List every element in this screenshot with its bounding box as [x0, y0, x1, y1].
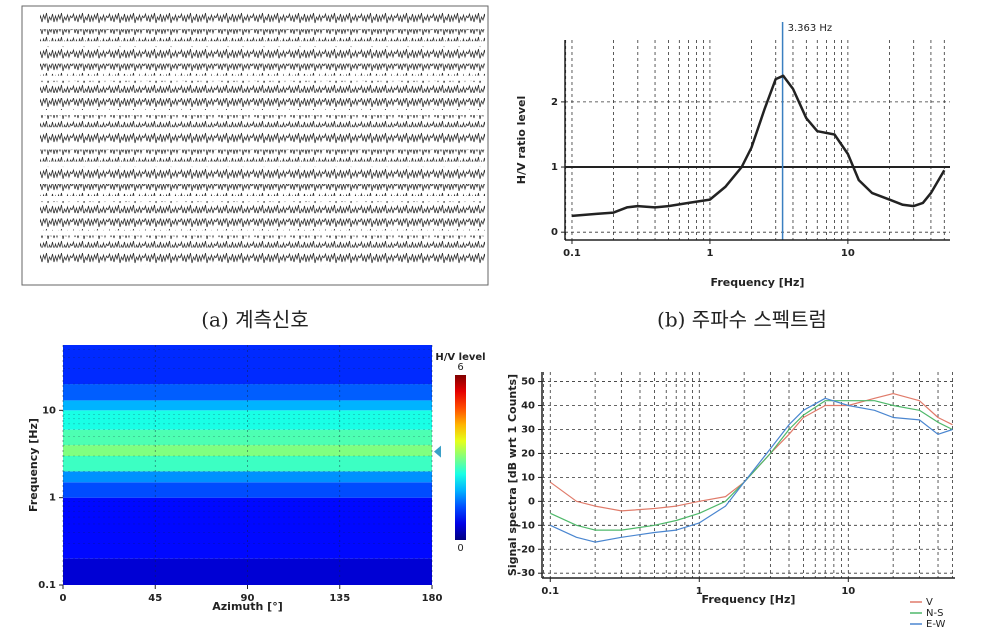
data-line — [550, 397, 953, 543]
x-tick-label: 90 — [241, 593, 255, 604]
y-tick-label: 0.1 — [38, 580, 56, 591]
x-tick-label: 180 — [422, 593, 443, 604]
trace — [40, 252, 485, 265]
trace — [40, 63, 485, 76]
caption: (b) 주파수 스펙트럼 — [657, 308, 827, 332]
peak-marker — [434, 445, 441, 458]
y-tick-label: 1 — [551, 162, 558, 173]
x-tick-label: 0.1 — [541, 586, 559, 597]
heat-cell — [63, 429, 432, 446]
x-tick-label: 45 — [148, 593, 162, 604]
trace — [40, 149, 485, 162]
plot: 0 45 90 135 180 0.1 1 10 Azimuth [°] Frequency [H… — [27, 405, 442, 613]
x-tick-label: 10 — [841, 586, 855, 597]
legend-label: N-S — [926, 608, 943, 619]
data-line — [571, 74, 946, 218]
y-tick-label: -20 — [517, 544, 535, 555]
data-line — [550, 400, 953, 531]
data-line — [549, 393, 953, 512]
trace — [40, 12, 485, 24]
x-axis-label: Frequency [Hz] — [702, 593, 796, 606]
waveform-panel: (a) 계측신호 — [21, 5, 489, 332]
traces — [40, 12, 485, 265]
y-axis-label: Signal spectra [dB wrt 1 Counts] — [506, 374, 519, 576]
x-axis-label: Frequency [Hz] — [711, 276, 805, 289]
plot: 0.1 1 10 -30 -20 -10 0 10 20 30 40 50 Frequency [Hz]… — [506, 372, 955, 630]
peak-label: 3.363 Hz — [788, 23, 833, 34]
y-tick-label: 20 — [521, 448, 535, 459]
y-tick-label: -10 — [517, 520, 535, 531]
y-tick-label: 30 — [521, 424, 535, 435]
heat-cell — [63, 497, 432, 559]
x-tick-label: 0.1 — [563, 248, 581, 259]
colorbar — [455, 375, 466, 540]
y-tick-label: 40 — [521, 401, 535, 412]
x-tick-label: 135 — [329, 593, 350, 604]
y-tick-label: 10 — [42, 405, 56, 416]
x-axis-label: Azimuth [°] — [212, 600, 282, 613]
plot: 0.1 1 10 0 1 2 Frequency [Hz] H/V ratio level 3.… — [515, 22, 950, 289]
y-tick-label: 10 — [521, 472, 535, 483]
trace — [40, 115, 485, 128]
trace — [40, 29, 485, 42]
x-tick-label: 1 — [696, 586, 703, 597]
legend-label: V — [926, 597, 933, 608]
heat-cell — [63, 456, 432, 472]
heatmap — [62, 345, 433, 585]
trace — [40, 184, 485, 196]
trace — [40, 201, 485, 214]
caption: (a) 계측신호 — [201, 308, 309, 332]
trace — [40, 46, 485, 59]
y-tick-label: 0 — [528, 496, 535, 507]
y-tick-label: -30 — [517, 568, 535, 579]
y-tick-label: 0 — [551, 227, 558, 238]
trace — [40, 80, 485, 93]
colorbar-label: H/V level — [435, 352, 485, 363]
y-tick-label: 1 — [49, 493, 56, 504]
trace — [40, 98, 485, 110]
trace — [40, 218, 485, 231]
y-axis-label: H/V ratio level — [515, 96, 528, 184]
x-tick-label: 0 — [60, 593, 67, 604]
y-axis-label: Frequency [Hz] — [27, 418, 40, 512]
y-tick-label: 2 — [551, 97, 558, 108]
trace — [40, 132, 485, 145]
trace — [40, 235, 485, 248]
colorbar-tick-label: 6 — [457, 362, 463, 373]
trace — [40, 166, 485, 179]
x-tick-label: 10 — [841, 248, 855, 259]
colorbar-tick-label: 0 — [457, 543, 463, 554]
legend-label: E-W — [926, 619, 946, 630]
x-tick-label: 1 — [706, 248, 713, 259]
y-tick-label: 50 — [521, 377, 535, 388]
